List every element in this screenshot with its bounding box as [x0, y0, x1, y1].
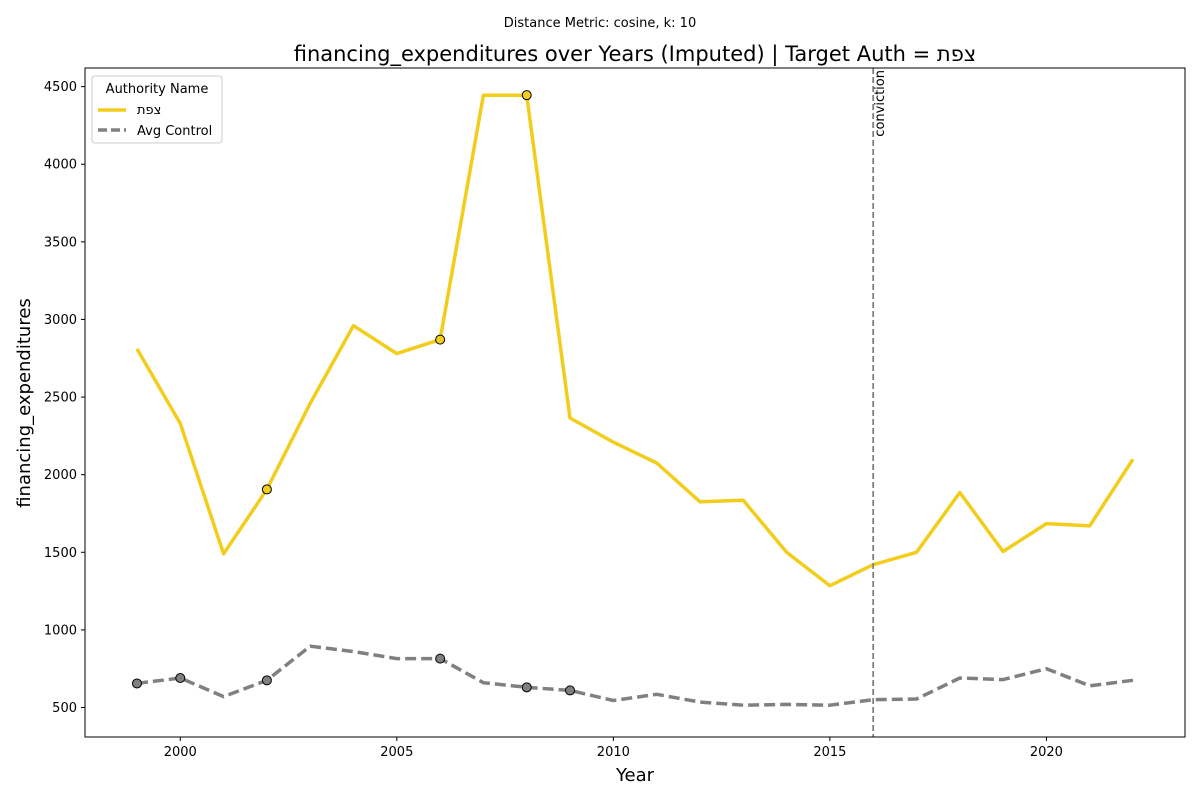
y-tick-label: 2500 [44, 391, 77, 406]
x-tick-label: 2020 [1030, 745, 1063, 760]
chart-suptitle: Distance Metric: cosine, k: 10 [504, 16, 696, 31]
y-tick-label: 4000 [44, 158, 77, 173]
x-tick-label: 2000 [164, 745, 197, 760]
y-tick-label: 4500 [44, 80, 77, 95]
conviction-label: conviction [873, 70, 888, 137]
series-line-target [135, 93, 1135, 588]
x-tick-label: 2010 [597, 745, 630, 760]
y-tick-label: 3500 [44, 235, 77, 250]
imputed-point-marker [131, 678, 142, 689]
plot-area: conviction [131, 68, 1135, 737]
x-tick-label: 2005 [380, 745, 413, 760]
imputed-point-marker [261, 675, 272, 686]
y-axis-label: financing_expenditures [14, 298, 35, 508]
x-axis: 2000 2005 2010 2015 2020 [164, 737, 1063, 760]
imputed-point-marker [521, 90, 532, 101]
x-tick-label: 2015 [813, 745, 846, 760]
x-axis-label: Year [615, 765, 655, 786]
legend-label-target: צפת [137, 103, 161, 118]
y-tick-label: 1500 [44, 546, 77, 561]
y-axis: 500 1000 1500 2000 2500 3000 3500 4000 4500 [44, 80, 85, 716]
imputed-point-marker [261, 484, 272, 495]
y-tick-label: 500 [52, 701, 77, 716]
series-line-avg-control [136, 644, 1134, 707]
imputed-point-marker [565, 685, 576, 696]
imputed-point-marker [435, 653, 446, 664]
legend: Authority Name צפת Avg Control [91, 75, 223, 144]
y-tick-label: 2000 [44, 468, 77, 483]
y-tick-label: 3000 [44, 313, 77, 328]
legend-label-avg-control: Avg Control [137, 124, 212, 139]
legend-box [91, 75, 223, 144]
chart-title: financing_expenditures over Years (Imput… [294, 42, 977, 67]
imputed-point-marker [175, 673, 186, 684]
legend-title: Authority Name [106, 82, 209, 97]
imputed-point-marker [435, 334, 446, 345]
y-tick-label: 1000 [44, 623, 77, 638]
axes-frame [84, 67, 1186, 738]
imputed-point-marker [521, 682, 532, 693]
